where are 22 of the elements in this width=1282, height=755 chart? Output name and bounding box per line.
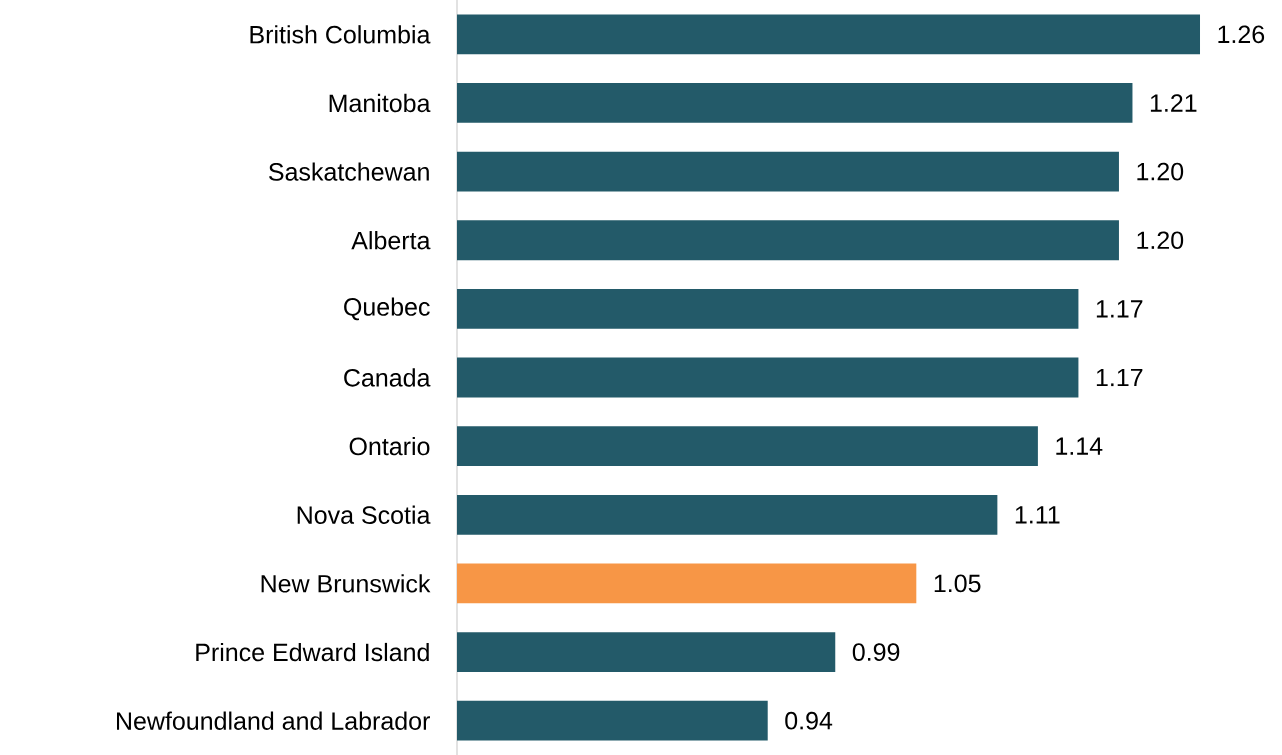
y-tick-label: Alberta	[351, 231, 431, 250]
data-label: 1.05	[934, 574, 981, 593]
y-tick-label: Prince Edward Island	[196, 642, 429, 662]
y-tick-label: New Brunswick	[261, 574, 431, 593]
data-label: 1.20	[1137, 231, 1184, 250]
data-label: 1.14	[1056, 437, 1103, 455]
y-tick-label: Saskatchewan	[269, 162, 429, 181]
data-label: 1.17	[1096, 300, 1143, 318]
y-tick-label: British Columbia	[250, 25, 431, 44]
data-label: 1.26	[1218, 25, 1265, 44]
y-tick-label: Quebec	[344, 297, 430, 321]
y-tick-label: Canada	[344, 368, 431, 387]
data-label: 1.11	[1015, 506, 1060, 524]
y-tick-label: Ontario	[349, 436, 430, 456]
data-label: 1.21	[1150, 94, 1197, 112]
data-label: 1.17	[1096, 368, 1143, 387]
y-tick-label: Nova Scotia	[297, 505, 431, 524]
y-tick-label: Newfoundland and Labrador	[117, 711, 430, 730]
data-label: 1.20	[1137, 162, 1184, 181]
data-label: 0.99	[852, 643, 900, 661]
data-label: 0.94	[785, 711, 833, 730]
y-tick-label: Manitoba	[329, 93, 431, 113]
